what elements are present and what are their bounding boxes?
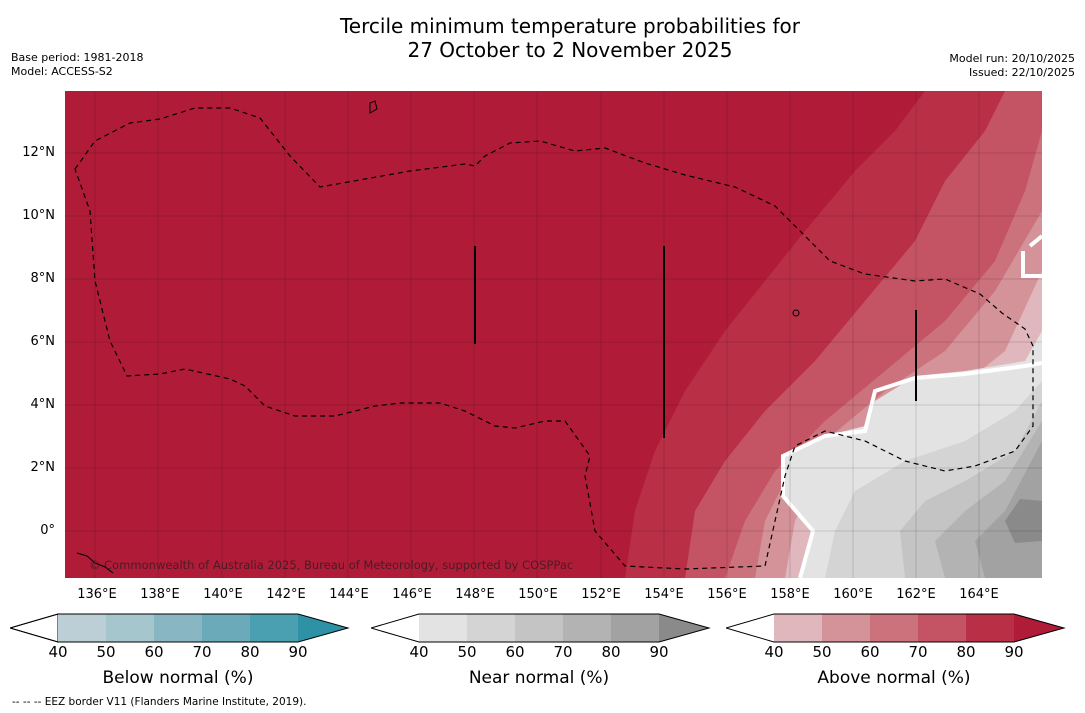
cb-tick: 60 [144,643,164,661]
y-tick: 4°N [30,397,56,412]
x-tick: 164°E [959,587,999,602]
cb-tick: 60 [860,643,880,661]
issued-date: Issued: 22/10/2025 [968,66,1075,79]
cb-tick: 70 [908,643,928,661]
cb-near-outline [371,613,711,643]
x-tick: 154°E [644,587,684,602]
y-tick: 8°N [30,271,56,286]
cb-near-seg-2 [515,614,563,642]
x-tick: 146°E [392,587,432,602]
cb-tick: 50 [96,643,116,661]
cb-near-min-arrow [371,614,419,642]
cb-tick: 90 [288,643,308,661]
cb-below-seg-2 [154,614,202,642]
eez-footnote: -- -- -- EEZ border V11 (Flanders Marine… [12,696,307,708]
colorbar-below-normal [10,613,350,643]
title-line-2: 27 October to 2 November 2025 [407,38,733,62]
cb-near-seg-3 [563,614,611,642]
cb-tick: 60 [505,643,525,661]
cb-tick: 90 [1004,643,1024,661]
cb-below-seg-3 [202,614,250,642]
map-title: Tercile minimum temperature probabilitie… [0,14,1085,62]
x-tick: 140°E [203,587,243,602]
island-outline-2 [792,309,800,317]
x-tick: 150°E [518,587,558,602]
colorbar-near-normal [371,613,711,643]
cb-tick: 80 [601,643,621,661]
cb-below-title: Below normal (%) [102,668,254,688]
base-period: Base period: 1981-2018 [11,51,144,64]
y-tick: 12°N [22,145,55,160]
cb-near-title: Near normal (%) [468,668,610,688]
cb-above-seg-2 [870,614,918,642]
cb-below-seg-1 [106,614,154,642]
cb-tick: 80 [240,643,260,661]
x-tick: 162°E [896,587,936,602]
cb-above-outline [726,613,1066,643]
copyright-notice: © Commonwealth of Australia 2025, Bureau… [89,558,574,572]
cb-below-max-arrow [298,614,348,642]
cb-near-max-arrow [659,614,709,642]
x-tick: 156°E [707,587,747,602]
cb-above-seg-4 [966,614,1014,642]
y-tick: 2°N [30,460,56,475]
cb-tick: 40 [764,643,784,661]
x-tick: 138°E [140,587,180,602]
near-normal-boundary-2 [1021,234,1042,278]
meta-right: Model run: 20/10/2025 Issued: 22/10/2025 [949,52,1075,80]
cb-above-seg-1 [822,614,870,642]
cb-tick: 50 [812,643,832,661]
colorbar-above-normal [726,613,1066,643]
cb-above-min-arrow [726,614,774,642]
eez-border [74,107,1034,570]
cb-below-outline [10,613,350,643]
near-normal-80-band [975,441,1042,578]
y-tick: 0° [40,523,55,538]
x-tick: 152°E [581,587,621,602]
probability-map [65,91,1042,578]
cb-tick: 80 [956,643,976,661]
title-line-1: Tercile minimum temperature probabilitie… [339,14,801,38]
cb-tick: 40 [409,643,429,661]
cb-tick: 70 [553,643,573,661]
cb-below-seg-0 [58,614,106,642]
cb-tick: 90 [649,643,669,661]
x-tick: 142°E [266,587,306,602]
cb-tick: 40 [48,643,68,661]
y-tick: 10°N [22,208,55,223]
x-tick: 144°E [329,587,369,602]
island-outline [369,100,378,114]
meta-left: Base period: 1981-2018 Model: ACCESS-S2 [11,51,143,79]
cb-below-seg-4 [250,614,298,642]
graticule [65,91,1042,578]
x-tick: 136°E [77,587,117,602]
cb-tick: 70 [192,643,212,661]
near-normal-90-spot [1005,499,1042,543]
x-tick: 148°E [455,587,495,602]
cb-near-seg-4 [611,614,659,642]
x-tick: 158°E [770,587,810,602]
cb-tick: 50 [457,643,477,661]
near-normal-boundary [781,361,1042,578]
cb-near-seg-1 [467,614,515,642]
cb-near-seg-0 [419,614,467,642]
model-run: Model run: 20/10/2025 [949,52,1075,65]
x-tick: 160°E [833,587,873,602]
cb-above-seg-3 [918,614,966,642]
cb-below-min-arrow [10,613,59,643]
cb-above-title: Above normal (%) [817,668,971,688]
cb-above-seg-0 [774,614,822,642]
model-name: Model: ACCESS-S2 [11,65,113,78]
cb-above-max-arrow [1014,614,1064,642]
map-svg [65,91,1042,578]
y-tick: 6°N [30,334,56,349]
island-outline-3 [76,552,114,574]
